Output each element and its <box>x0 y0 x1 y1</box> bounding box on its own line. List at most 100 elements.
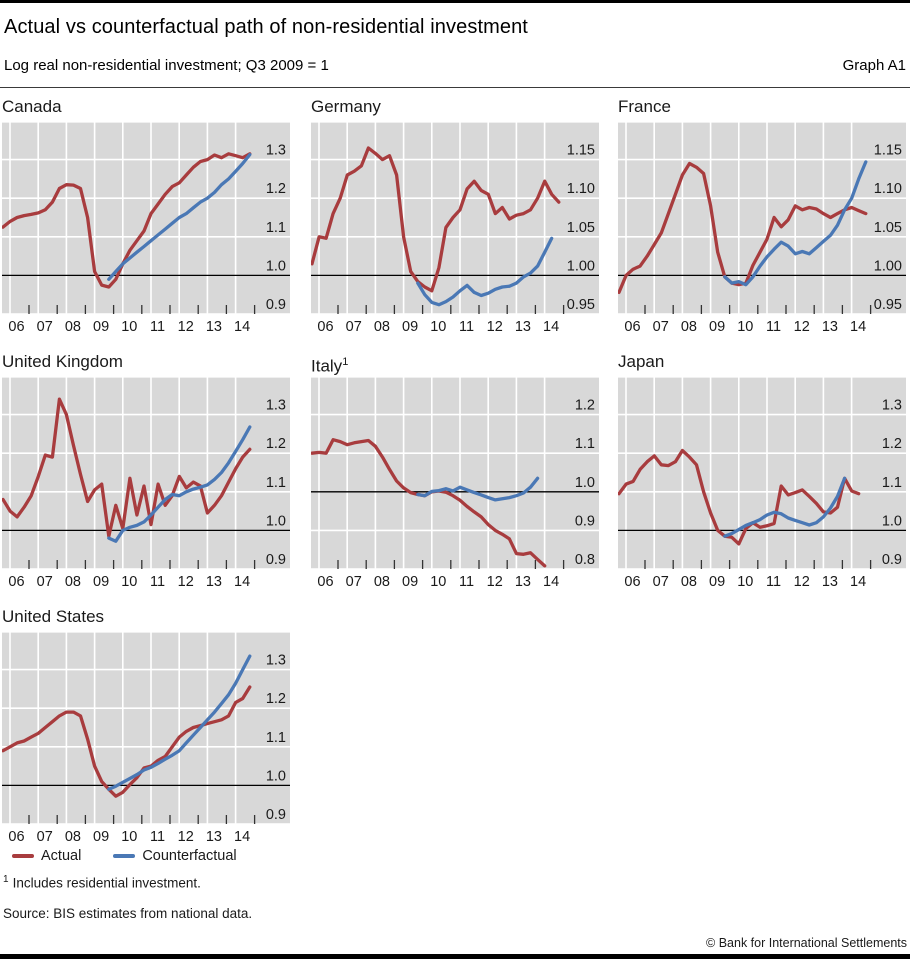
x-axis-label: 07 <box>653 574 669 590</box>
x-axis-label: 07 <box>37 574 53 590</box>
panel-title-germany: Germany <box>311 97 381 116</box>
chart-germany: 1.15 1.10 1.05 1.00 0.95 06 07 08 09 10 11 12 13 14 <box>310 121 599 335</box>
plot-background <box>2 631 290 824</box>
y-axis-label: 1.10 <box>567 181 595 197</box>
x-axis-label: 14 <box>850 574 866 590</box>
panel-title-footnote-ref: 1 <box>342 356 349 368</box>
panel-title-japan: Japan <box>618 352 665 371</box>
x-axis-label: 12 <box>487 319 503 335</box>
x-axis-label: 11 <box>150 829 165 845</box>
y-axis-label: 1.0 <box>882 513 902 529</box>
x-axis-label: 07 <box>653 319 669 335</box>
x-axis-label: 08 <box>65 319 81 335</box>
x-tick-marks <box>28 305 256 314</box>
y-axis-label: 1.2 <box>266 181 286 197</box>
y-axis-label: 1.0 <box>266 513 286 529</box>
y-axis-label: 1.1 <box>266 475 286 491</box>
panel-title-italy: Italy1 <box>311 356 349 376</box>
x-axis-label: 08 <box>374 574 390 590</box>
x-axis-label: 07 <box>346 319 362 335</box>
x-axis-label: 12 <box>178 319 194 335</box>
gridlines <box>311 376 599 570</box>
x-axis-label: 14 <box>234 574 250 590</box>
x-axis-label: 06 <box>317 319 333 335</box>
x-axis-label: 07 <box>37 319 53 335</box>
y-axis-label: 1.15 <box>567 143 595 159</box>
counterfactual-line-france <box>723 160 868 287</box>
y-axis-label: 1.05 <box>567 220 595 236</box>
panel-united-states: United States 1.3 1.2 1.1 1.0 0.9 06 07 08 09 10 11… <box>1 606 290 851</box>
x-axis-label: 13 <box>206 829 222 845</box>
x-tick-marks <box>644 560 872 569</box>
panel-united-kingdom: United Kingdom 1.3 1.2 1.1 1.0 0.9 06 07 08 09 10 1… <box>1 351 290 596</box>
plot-background <box>618 121 906 314</box>
x-axis-label: 08 <box>681 319 697 335</box>
y-axis-label: 1.3 <box>266 653 286 669</box>
panel-canada: Canada 1.3 1.2 1.1 1.0 0.9 06 07 08 09 10 11 12 13 14 <box>1 96 290 341</box>
subtitle-row: Log real non-residential investment; Q3 … <box>4 57 906 74</box>
y-axis-label: 1.1 <box>882 475 902 491</box>
y-axis-label: 0.9 <box>266 807 286 823</box>
x-axis-label: 12 <box>487 574 503 590</box>
y-axis-label: 1.2 <box>575 398 595 414</box>
footnote-marker: 1 <box>3 874 9 885</box>
x-axis-label: 11 <box>766 574 781 590</box>
x-axis-label: 11 <box>459 574 474 590</box>
actual-line-germany <box>310 146 561 293</box>
x-axis-label: 10 <box>121 319 137 335</box>
x-axis-label: 09 <box>709 574 725 590</box>
plot-background <box>618 376 906 569</box>
x-axis-label: 07 <box>37 829 53 845</box>
gridlines <box>618 121 906 315</box>
counterfactual-line-canada <box>107 152 252 281</box>
x-axis-label: 11 <box>150 574 165 590</box>
y-axis-label: 0.95 <box>567 297 595 313</box>
x-tick-marks <box>28 815 256 824</box>
x-axis-label: 11 <box>766 319 781 335</box>
x-axis-label: 12 <box>794 574 810 590</box>
y-axis-label: 1.3 <box>266 143 286 159</box>
counterfactual-line-japan <box>723 476 847 538</box>
x-axis-label: 12 <box>794 319 810 335</box>
panel-title-canada: Canada <box>2 97 62 116</box>
x-axis-label: 06 <box>8 319 24 335</box>
x-axis-label: 14 <box>234 829 250 845</box>
plot-background <box>2 121 290 314</box>
x-axis-label: 09 <box>93 574 109 590</box>
x-axis-label: 09 <box>93 829 109 845</box>
top-rule-bar <box>0 0 910 3</box>
x-axis-label: 08 <box>65 574 81 590</box>
panel-title-united-kingdom: United Kingdom <box>2 352 123 371</box>
panel-italy: Italy1 1.2 1.1 1.0 0.9 0.8 06 07 08 09 10 11 12 13 14 <box>310 351 599 596</box>
graph-number-label: Graph A1 <box>842 57 906 74</box>
y-axis-label: 1.0 <box>266 768 286 784</box>
y-axis-label: 1.2 <box>266 691 286 707</box>
x-axis-label: 06 <box>8 829 24 845</box>
x-axis-label: 12 <box>178 574 194 590</box>
y-axis-label: 1.2 <box>266 436 286 452</box>
actual-line-united-states <box>1 685 252 798</box>
x-axis-label: 09 <box>402 574 418 590</box>
x-axis-label: 09 <box>402 319 418 335</box>
x-tick-marks <box>337 305 565 314</box>
gridlines <box>311 121 599 315</box>
x-axis-label: 06 <box>624 574 640 590</box>
y-axis-label: 1.3 <box>882 398 902 414</box>
y-axis-label: 1.10 <box>874 181 902 197</box>
actual-line-united-kingdom <box>1 397 252 538</box>
chart-japan: 1.3 1.2 1.1 1.0 0.9 06 07 08 09 10 11 12 13 14 <box>617 376 906 590</box>
panel-japan: Japan 1.3 1.2 1.1 1.0 0.9 06 07 08 09 10 11 12 13 14 <box>617 351 906 596</box>
x-axis-label: 06 <box>8 574 24 590</box>
y-axis-label: 1.1 <box>575 436 595 452</box>
chart-france: 1.15 1.10 1.05 1.00 0.95 06 07 08 09 10 11 12 13 14 <box>617 121 906 335</box>
x-axis-label: 09 <box>93 319 109 335</box>
actual-line-japan <box>617 448 861 546</box>
panel-title-france: France <box>618 97 671 116</box>
x-axis-label: 14 <box>543 319 559 335</box>
y-axis-label: 0.95 <box>874 297 902 313</box>
y-axis-label: 0.9 <box>266 297 286 313</box>
footnote-text: Includes residential investment. <box>12 875 201 891</box>
y-axis-label: 1.15 <box>874 143 902 159</box>
y-axis-label: 0.9 <box>882 552 902 568</box>
counterfactual-line-united-kingdom <box>107 425 252 543</box>
